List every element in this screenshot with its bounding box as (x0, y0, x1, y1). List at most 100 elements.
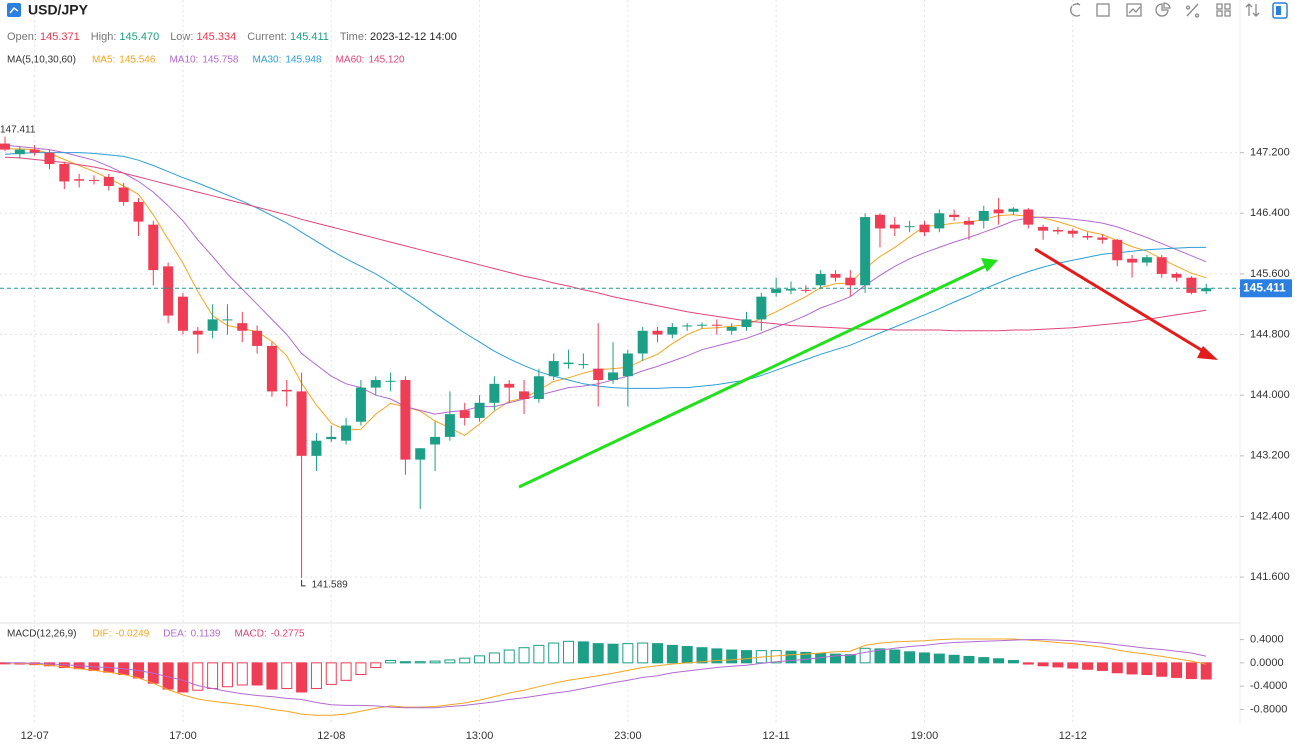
macd-bar (518, 647, 530, 664)
readout-label: Open: (7, 31, 37, 43)
macd-bar (1007, 660, 1019, 664)
macd-bar (1200, 662, 1212, 680)
current-price-tag (1240, 279, 1292, 298)
legend-value: -0.0249 (115, 629, 149, 640)
macd-bar (1126, 662, 1138, 675)
legend-value: 145.546 (119, 55, 156, 66)
legend-value: 0.1139 (191, 629, 221, 640)
y-tick-label: 141.600 (1250, 571, 1290, 583)
candle-body (741, 319, 752, 327)
draw-button[interactable] (1096, 3, 1110, 17)
low-marker-arrow (301, 579, 306, 587)
candle-body (993, 209, 1004, 214)
macd-bar (281, 662, 293, 689)
candle-body (29, 149, 40, 153)
macd-bar (622, 643, 634, 664)
candle-body (1201, 288, 1212, 292)
candle-body (177, 296, 188, 331)
indicator-button[interactable] (1155, 2, 1171, 17)
candle-body (845, 277, 856, 286)
macd-bar (370, 662, 382, 669)
macd-bar (577, 641, 589, 664)
candle-body (326, 436, 337, 440)
readout-value: 145.470 (119, 31, 159, 43)
candle-body (311, 440, 322, 456)
readout-value: 2023-12-12 14:00 (370, 31, 457, 43)
chart-type-button[interactable] (1126, 3, 1142, 17)
y-tick-label: -0.4000 (1250, 680, 1287, 692)
macd-bar (607, 643, 619, 664)
macd-bar (726, 649, 738, 664)
sort-button[interactable] (1245, 3, 1260, 17)
macd-bar (310, 662, 322, 689)
macd-bar (533, 644, 545, 664)
candle-body (222, 319, 233, 321)
readout-value: 145.411 (290, 31, 329, 43)
candle-body (1023, 209, 1034, 225)
symbol-icon-glyph (9, 6, 19, 14)
refresh-button[interactable] (1070, 2, 1081, 17)
macd-bar (444, 659, 456, 664)
candle-body (1038, 226, 1049, 231)
candle-body (1186, 277, 1197, 293)
candle-body (148, 224, 159, 271)
candle-body (1127, 258, 1138, 263)
high-marker: 147.411 (0, 124, 36, 135)
candle-body (207, 319, 218, 331)
candle-body (1141, 257, 1152, 263)
legend-title: MA(5,10,30,60) (7, 55, 76, 66)
candle-body (756, 296, 767, 320)
y-tick-label: 0.4000 (1250, 633, 1284, 645)
candle-body (355, 387, 366, 422)
macd-bar (874, 648, 886, 664)
macd-bar (355, 662, 367, 676)
candle-body (266, 345, 277, 392)
layout-button[interactable] (1216, 3, 1231, 17)
macd-bar (993, 658, 1005, 664)
low-marker: 141.589 (312, 580, 349, 591)
down-trend-arrow (1034, 247, 1209, 356)
macd-bar (192, 662, 204, 691)
candle-body (874, 214, 885, 229)
percent-button[interactable] (1185, 3, 1200, 18)
macd-bar (785, 650, 797, 664)
x-tick-label: 12-12 (1059, 730, 1087, 742)
candle-body (934, 213, 945, 229)
macd-bar (1096, 662, 1108, 671)
ma-line (4, 156, 1207, 332)
candle-body (904, 226, 915, 228)
macd-bar (904, 651, 916, 664)
candle-body (711, 324, 722, 326)
macd-bar (800, 651, 812, 664)
candle-body (697, 324, 708, 326)
candle-body (474, 402, 485, 418)
candle-body (682, 325, 693, 327)
legend-value: 145.120 (368, 55, 405, 66)
x-tick-label: 13:00 (466, 730, 494, 742)
candle-body (192, 330, 203, 335)
legend-name: DIF: (92, 629, 111, 640)
candle-body (889, 224, 900, 229)
y-tick-label: -0.8000 (1250, 703, 1287, 715)
panel-button[interactable] (1272, 2, 1288, 19)
macd-bar (889, 649, 901, 664)
macd-bar (829, 653, 841, 664)
candle-body (578, 364, 589, 366)
legend-value: 145.948 (285, 55, 322, 66)
candle-body (0, 143, 10, 150)
macd-bar (696, 647, 708, 664)
macd-bar (488, 652, 500, 664)
y-tick-label: 145.600 (1250, 268, 1290, 280)
y-tick-label: 144.000 (1250, 389, 1290, 401)
macd-bar (963, 655, 975, 664)
candle-body (430, 436, 441, 445)
macd-bar (637, 642, 649, 664)
candle-body (341, 425, 352, 441)
y-tick-label: 142.400 (1250, 510, 1290, 522)
macd-bar (1037, 662, 1049, 667)
candle-body (1171, 273, 1182, 278)
macd-bar (325, 662, 337, 685)
macd-bar (933, 653, 945, 664)
